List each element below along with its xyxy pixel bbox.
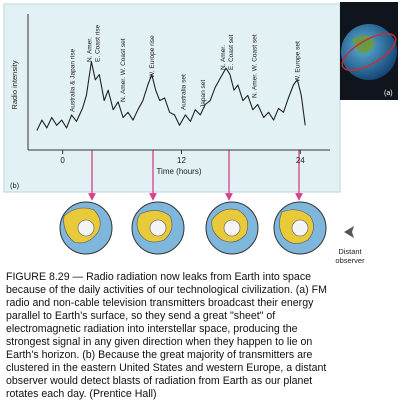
annotation: E. Coast set bbox=[228, 34, 235, 70]
annotation: Japan set bbox=[200, 80, 207, 108]
caption-line: electromagnetic radiation into interstel… bbox=[6, 323, 298, 335]
globe bbox=[273, 201, 327, 255]
observer-label: observer bbox=[335, 256, 365, 265]
annotation: W. Europe rise bbox=[149, 35, 156, 78]
inset-sheet bbox=[341, 33, 397, 71]
annotation: Australia & Japan rise bbox=[70, 48, 77, 112]
x-tick-label: 24 bbox=[296, 156, 305, 165]
x-axis-label: Time (hours) bbox=[156, 167, 201, 176]
y-axis-label: Radio intensity bbox=[10, 60, 19, 109]
caption-line: parallel to Earth's surface, so they sen… bbox=[6, 310, 276, 322]
inset-label: (a) bbox=[384, 90, 393, 97]
x-tick-label: 12 bbox=[177, 156, 186, 165]
annotation: N. Amer. bbox=[86, 37, 93, 62]
chart-panel bbox=[3, 3, 341, 193]
caption-line: clustered in the eastern United States a… bbox=[6, 362, 327, 374]
x-tick-label: 0 bbox=[60, 156, 65, 165]
caption-line: because of the daily activities of our t… bbox=[6, 284, 327, 296]
globes bbox=[59, 201, 327, 255]
observer-icon bbox=[344, 226, 354, 238]
annotation: E. Coast rise bbox=[94, 24, 101, 62]
data-line bbox=[36, 61, 306, 131]
globe bbox=[205, 201, 259, 255]
caption-line: radio and non-cable television transmitt… bbox=[6, 297, 314, 309]
inset-land bbox=[352, 35, 375, 54]
caption: FIGURE 8.29 — Radio radiation now leaks … bbox=[6, 271, 400, 401]
caption-line: strongest signal in any given direction … bbox=[6, 336, 313, 348]
panel-label: (b) bbox=[10, 181, 20, 190]
arrows bbox=[88, 150, 303, 201]
annotation: Australia set bbox=[180, 74, 187, 110]
caption-line: FIGURE 8.29 — Radio radiation now leaks … bbox=[6, 271, 312, 283]
caption-line: rotates each day. (Prentice Hall) bbox=[6, 388, 157, 400]
caption-line: observer would detect blasts of radiatio… bbox=[6, 375, 313, 387]
caption-line: Earth's horizon. (b) Because the great m… bbox=[6, 349, 313, 361]
globe bbox=[131, 201, 185, 255]
annotation: N. Amer. W. Coast set bbox=[120, 38, 127, 102]
figure: (a) Distant observer 0 12 24 Time (hours) Ra… bbox=[3, 2, 398, 265]
observer-label: Distant bbox=[338, 247, 362, 256]
annotation: W. Europe set bbox=[294, 41, 301, 82]
globe bbox=[59, 201, 113, 255]
annotation: N. Amer. W. Coast set bbox=[252, 34, 259, 98]
annotation: N. Amer. bbox=[220, 45, 227, 70]
